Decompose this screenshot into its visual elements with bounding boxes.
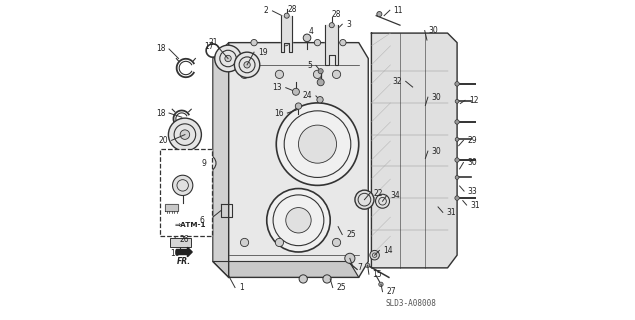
- Text: 11: 11: [394, 6, 403, 15]
- Text: 17: 17: [204, 42, 214, 51]
- Text: 9: 9: [202, 159, 206, 168]
- Text: 33: 33: [468, 187, 478, 196]
- Text: 10: 10: [170, 249, 180, 258]
- Circle shape: [241, 238, 249, 247]
- Circle shape: [455, 158, 459, 162]
- Circle shape: [200, 155, 216, 171]
- Text: 27: 27: [386, 287, 396, 296]
- Circle shape: [370, 251, 379, 260]
- Circle shape: [455, 82, 459, 86]
- Text: 4: 4: [309, 27, 314, 36]
- Text: 1: 1: [239, 283, 244, 292]
- Polygon shape: [213, 261, 359, 277]
- Text: 30: 30: [467, 158, 477, 167]
- Polygon shape: [213, 43, 229, 277]
- Circle shape: [375, 194, 389, 208]
- Circle shape: [378, 282, 383, 287]
- Circle shape: [318, 79, 324, 86]
- Bar: [170, 238, 190, 247]
- Text: 32: 32: [392, 77, 402, 86]
- FancyBboxPatch shape: [159, 149, 212, 236]
- Text: 24: 24: [302, 92, 312, 100]
- Text: 18: 18: [156, 44, 165, 53]
- Polygon shape: [371, 33, 457, 268]
- Polygon shape: [164, 204, 178, 211]
- Circle shape: [332, 70, 340, 78]
- Polygon shape: [325, 25, 338, 65]
- Circle shape: [323, 275, 331, 283]
- Circle shape: [329, 23, 334, 28]
- Circle shape: [283, 39, 289, 46]
- Circle shape: [317, 97, 323, 103]
- Circle shape: [168, 118, 201, 151]
- Text: 2: 2: [264, 6, 269, 15]
- Text: 34: 34: [391, 191, 400, 200]
- Circle shape: [355, 190, 374, 209]
- Text: 31: 31: [471, 201, 480, 210]
- Circle shape: [455, 120, 459, 124]
- Circle shape: [173, 175, 193, 196]
- Circle shape: [365, 263, 370, 268]
- Text: 30: 30: [432, 147, 441, 156]
- Polygon shape: [229, 43, 368, 277]
- Circle shape: [295, 103, 302, 109]
- Circle shape: [314, 70, 321, 78]
- Circle shape: [241, 70, 249, 78]
- Text: 25: 25: [337, 283, 346, 292]
- Circle shape: [251, 39, 257, 46]
- Circle shape: [340, 39, 346, 46]
- Polygon shape: [281, 16, 292, 52]
- Circle shape: [314, 39, 321, 46]
- Circle shape: [244, 62, 250, 68]
- Text: 30: 30: [429, 26, 438, 35]
- Circle shape: [455, 100, 459, 103]
- Circle shape: [332, 238, 340, 247]
- Text: 30: 30: [432, 93, 441, 102]
- Polygon shape: [177, 247, 192, 257]
- Text: 5: 5: [307, 61, 312, 70]
- Text: 21: 21: [209, 38, 218, 47]
- Circle shape: [276, 103, 359, 185]
- Circle shape: [215, 45, 241, 72]
- Text: 7: 7: [357, 263, 362, 272]
- Text: 28: 28: [331, 10, 340, 19]
- Circle shape: [318, 69, 323, 74]
- Circle shape: [276, 238, 284, 247]
- Circle shape: [455, 138, 459, 141]
- Text: 19: 19: [258, 48, 267, 57]
- Circle shape: [267, 188, 330, 252]
- Text: 15: 15: [373, 270, 382, 279]
- Text: 25: 25: [346, 230, 356, 239]
- Text: 28: 28: [288, 5, 297, 14]
- Circle shape: [284, 13, 290, 18]
- Circle shape: [377, 12, 382, 17]
- Text: 29: 29: [467, 136, 477, 145]
- Circle shape: [293, 88, 300, 95]
- Circle shape: [455, 196, 459, 200]
- Circle shape: [276, 70, 284, 78]
- Circle shape: [180, 130, 190, 140]
- Text: FR.: FR.: [177, 257, 191, 266]
- Circle shape: [304, 34, 311, 42]
- Text: 12: 12: [469, 96, 478, 105]
- Text: 20: 20: [158, 136, 168, 145]
- Text: 14: 14: [383, 246, 393, 255]
- Circle shape: [299, 275, 307, 283]
- Text: 16: 16: [274, 108, 284, 117]
- Circle shape: [234, 52, 260, 77]
- Circle shape: [225, 55, 231, 62]
- Text: ⇒ATM-1: ⇒ATM-1: [174, 222, 206, 228]
- Text: SLD3-A08008: SLD3-A08008: [385, 299, 437, 308]
- Circle shape: [286, 208, 311, 233]
- Text: 3: 3: [346, 20, 351, 29]
- Circle shape: [345, 253, 355, 263]
- Circle shape: [298, 125, 337, 163]
- Circle shape: [455, 176, 459, 179]
- Text: 26: 26: [179, 236, 189, 244]
- Text: 22: 22: [373, 189, 383, 198]
- Text: 13: 13: [272, 83, 282, 92]
- Text: 6: 6: [199, 216, 204, 225]
- Text: 31: 31: [446, 208, 456, 217]
- Text: 18: 18: [156, 108, 165, 117]
